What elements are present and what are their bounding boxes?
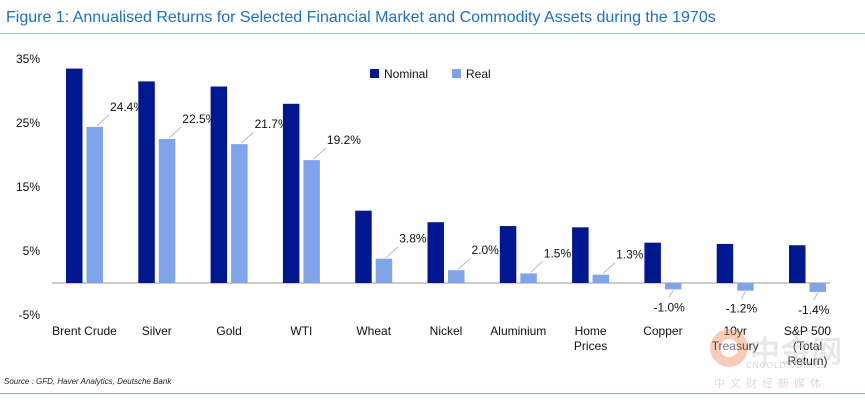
data-label-leader bbox=[385, 246, 399, 259]
data-label: -1.4% bbox=[798, 303, 830, 317]
category-label: Nickel bbox=[430, 324, 463, 338]
bar-nominal bbox=[789, 245, 806, 283]
category-label: WTI bbox=[290, 324, 312, 338]
legend-label-real: Real bbox=[466, 67, 491, 81]
data-label: 1.5% bbox=[544, 246, 572, 260]
watermark-tagline: 中文财经新媒体 bbox=[714, 378, 826, 390]
category-label: Gold bbox=[216, 324, 241, 338]
bar-real bbox=[520, 273, 537, 283]
watermark-circle-icon bbox=[710, 329, 748, 367]
bar-real bbox=[303, 160, 320, 283]
category-label: Treasury bbox=[712, 339, 759, 353]
bar-real bbox=[809, 283, 826, 292]
data-label: 2.0% bbox=[472, 243, 500, 257]
legend-label-nominal: Nominal bbox=[384, 67, 428, 81]
watermark-domain: CNGOLD.COM.CN bbox=[746, 361, 828, 370]
data-label-leader bbox=[313, 147, 327, 160]
bar-real bbox=[448, 270, 465, 283]
category-label: Brent Crude bbox=[52, 324, 117, 338]
bar-nominal bbox=[572, 227, 589, 283]
data-label: 22.5% bbox=[182, 112, 216, 126]
data-label: -1.0% bbox=[653, 300, 685, 314]
bar-nominal bbox=[499, 226, 517, 283]
data-label-leader bbox=[168, 126, 182, 139]
watermark-logo: 中金网 CNGOLD.COM.CN 中文财经新媒体 bbox=[706, 323, 861, 393]
data-label-leader bbox=[602, 262, 616, 275]
bar-nominal bbox=[644, 242, 661, 283]
data-label: 1.3% bbox=[616, 248, 644, 262]
category-label: 10yr bbox=[724, 324, 747, 338]
bar-nominal bbox=[355, 210, 372, 283]
bar-real bbox=[158, 139, 176, 283]
bar-real bbox=[86, 126, 103, 283]
chart-title: Figure 1: Annualised Returns for Selecte… bbox=[6, 9, 716, 26]
bar-nominal bbox=[427, 222, 444, 283]
title-divider bbox=[0, 33, 865, 34]
data-label: 3.8% bbox=[399, 232, 427, 246]
y-tick-label: 35% bbox=[16, 52, 40, 66]
data-label: 19.2% bbox=[327, 133, 361, 147]
category-label: Aluminium bbox=[490, 324, 546, 338]
data-label-leader bbox=[241, 131, 254, 144]
bar-nominal bbox=[282, 103, 300, 283]
category-label: Wheat bbox=[356, 324, 391, 338]
bar-nominal bbox=[66, 68, 83, 283]
data-label: 21.7% bbox=[255, 117, 289, 131]
y-tick-label: -5% bbox=[19, 308, 41, 322]
category-label: Prices bbox=[574, 339, 607, 353]
bar-real bbox=[231, 144, 248, 283]
category-label: Home bbox=[575, 324, 607, 338]
bar-nominal bbox=[138, 81, 155, 284]
source-note: Source : GFD, Haver Analytics, Deutsche … bbox=[4, 377, 172, 386]
bar-nominal bbox=[716, 243, 734, 283]
bar-real bbox=[592, 274, 610, 283]
legend-swatch-real bbox=[452, 69, 461, 78]
legend-swatch-nominal bbox=[370, 69, 379, 78]
y-tick-label: 25% bbox=[16, 116, 40, 130]
category-label: Silver bbox=[142, 324, 172, 338]
data-label-leader bbox=[813, 292, 819, 301]
category-label: Copper bbox=[643, 324, 682, 338]
data-label-leader bbox=[668, 290, 674, 298]
watermark-brand: 中金网 bbox=[750, 336, 843, 369]
bar-real bbox=[375, 258, 393, 283]
data-label-leader bbox=[457, 257, 471, 270]
bar-real bbox=[737, 283, 754, 291]
data-label-leader bbox=[96, 114, 110, 127]
data-label-leader bbox=[741, 291, 746, 299]
category-label: (Total bbox=[793, 339, 822, 353]
bar-nominal bbox=[210, 86, 228, 284]
bottom-divider bbox=[0, 393, 865, 394]
data-label: -1.2% bbox=[726, 302, 758, 316]
y-tick-label: 15% bbox=[16, 180, 40, 194]
category-label: S&P 500 bbox=[784, 324, 831, 338]
category-label: Return) bbox=[787, 354, 827, 368]
data-label: 24.4% bbox=[110, 100, 144, 114]
y-tick-label: 5% bbox=[23, 244, 41, 258]
bar-real bbox=[664, 283, 682, 290]
data-label-leader bbox=[530, 261, 544, 273]
